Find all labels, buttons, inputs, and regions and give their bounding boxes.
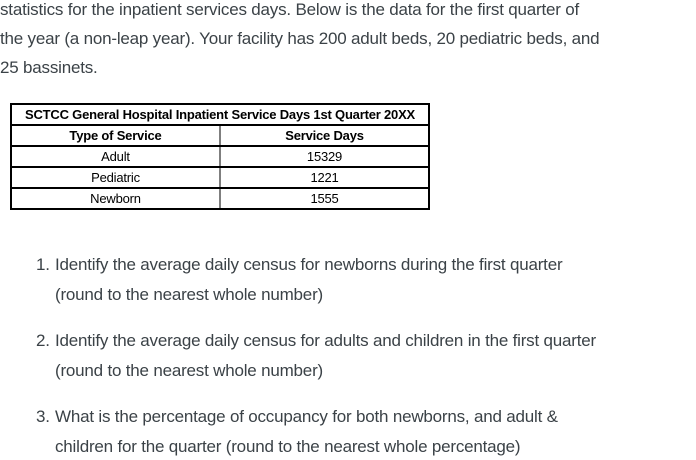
table-row-pediatric: Pediatric 1221: [10, 166, 430, 189]
question-1-line-1: Identify the average daily census for ne…: [55, 255, 563, 274]
question-2-line-1: Identify the average daily census for ad…: [55, 331, 596, 350]
question-number: 1.: [36, 255, 50, 274]
intro-paragraph: statistics for the inpatient services da…: [0, 0, 696, 82]
cell-newborn-days: 1555: [220, 187, 430, 210]
cell-pediatric-days: 1221: [220, 166, 430, 189]
question-2-line-2: (round to the nearest whole number): [55, 361, 323, 380]
cell-adult-type: Adult: [10, 145, 221, 168]
question-number: 2.: [36, 331, 50, 350]
question-3-line-2: children for the quarter (round to the n…: [55, 437, 521, 456]
cell-pediatric-type: Pediatric: [10, 166, 221, 189]
question-3-line-1: What is the percentage of occupancy for …: [55, 407, 558, 426]
cell-adult-days: 15329: [220, 145, 430, 168]
question-item-2: 2. Identify the average daily census for…: [36, 326, 696, 386]
table-title-row: SCTCC General Hospital Inpatient Service…: [10, 103, 430, 126]
intro-line-2: the year (a non-leap year). Your facilit…: [0, 29, 600, 48]
question-1-line-2: (round to the nearest whole number): [55, 285, 323, 304]
intro-line-3: 25 bassinets.: [0, 58, 98, 77]
question-text: Identify the average daily census for ne…: [55, 250, 563, 310]
question-item-1: 1. Identify the average daily census for…: [36, 250, 696, 310]
table-title: SCTCC General Hospital Inpatient Service…: [10, 103, 430, 126]
question-number: 3.: [36, 407, 50, 426]
column-header-type-of-service: Type of Service: [10, 124, 221, 147]
table-row-adult: Adult 15329: [10, 145, 430, 168]
table-row-newborn: Newborn 1555: [10, 187, 430, 210]
question-text: Identify the average daily census for ad…: [55, 326, 596, 386]
service-days-table-wrapper: SCTCC General Hospital Inpatient Service…: [10, 103, 696, 210]
question-text: What is the percentage of occupancy for …: [55, 402, 558, 460]
column-header-service-days: Service Days: [220, 124, 430, 147]
service-days-table: SCTCC General Hospital Inpatient Service…: [10, 103, 430, 210]
intro-line-1: statistics for the inpatient services da…: [0, 0, 580, 19]
questions-list: 1. Identify the average daily census for…: [0, 250, 696, 460]
table-header-row: Type of Service Service Days: [10, 124, 430, 147]
cell-newborn-type: Newborn: [10, 187, 221, 210]
question-item-3: 3. What is the percentage of occupancy f…: [36, 402, 696, 460]
